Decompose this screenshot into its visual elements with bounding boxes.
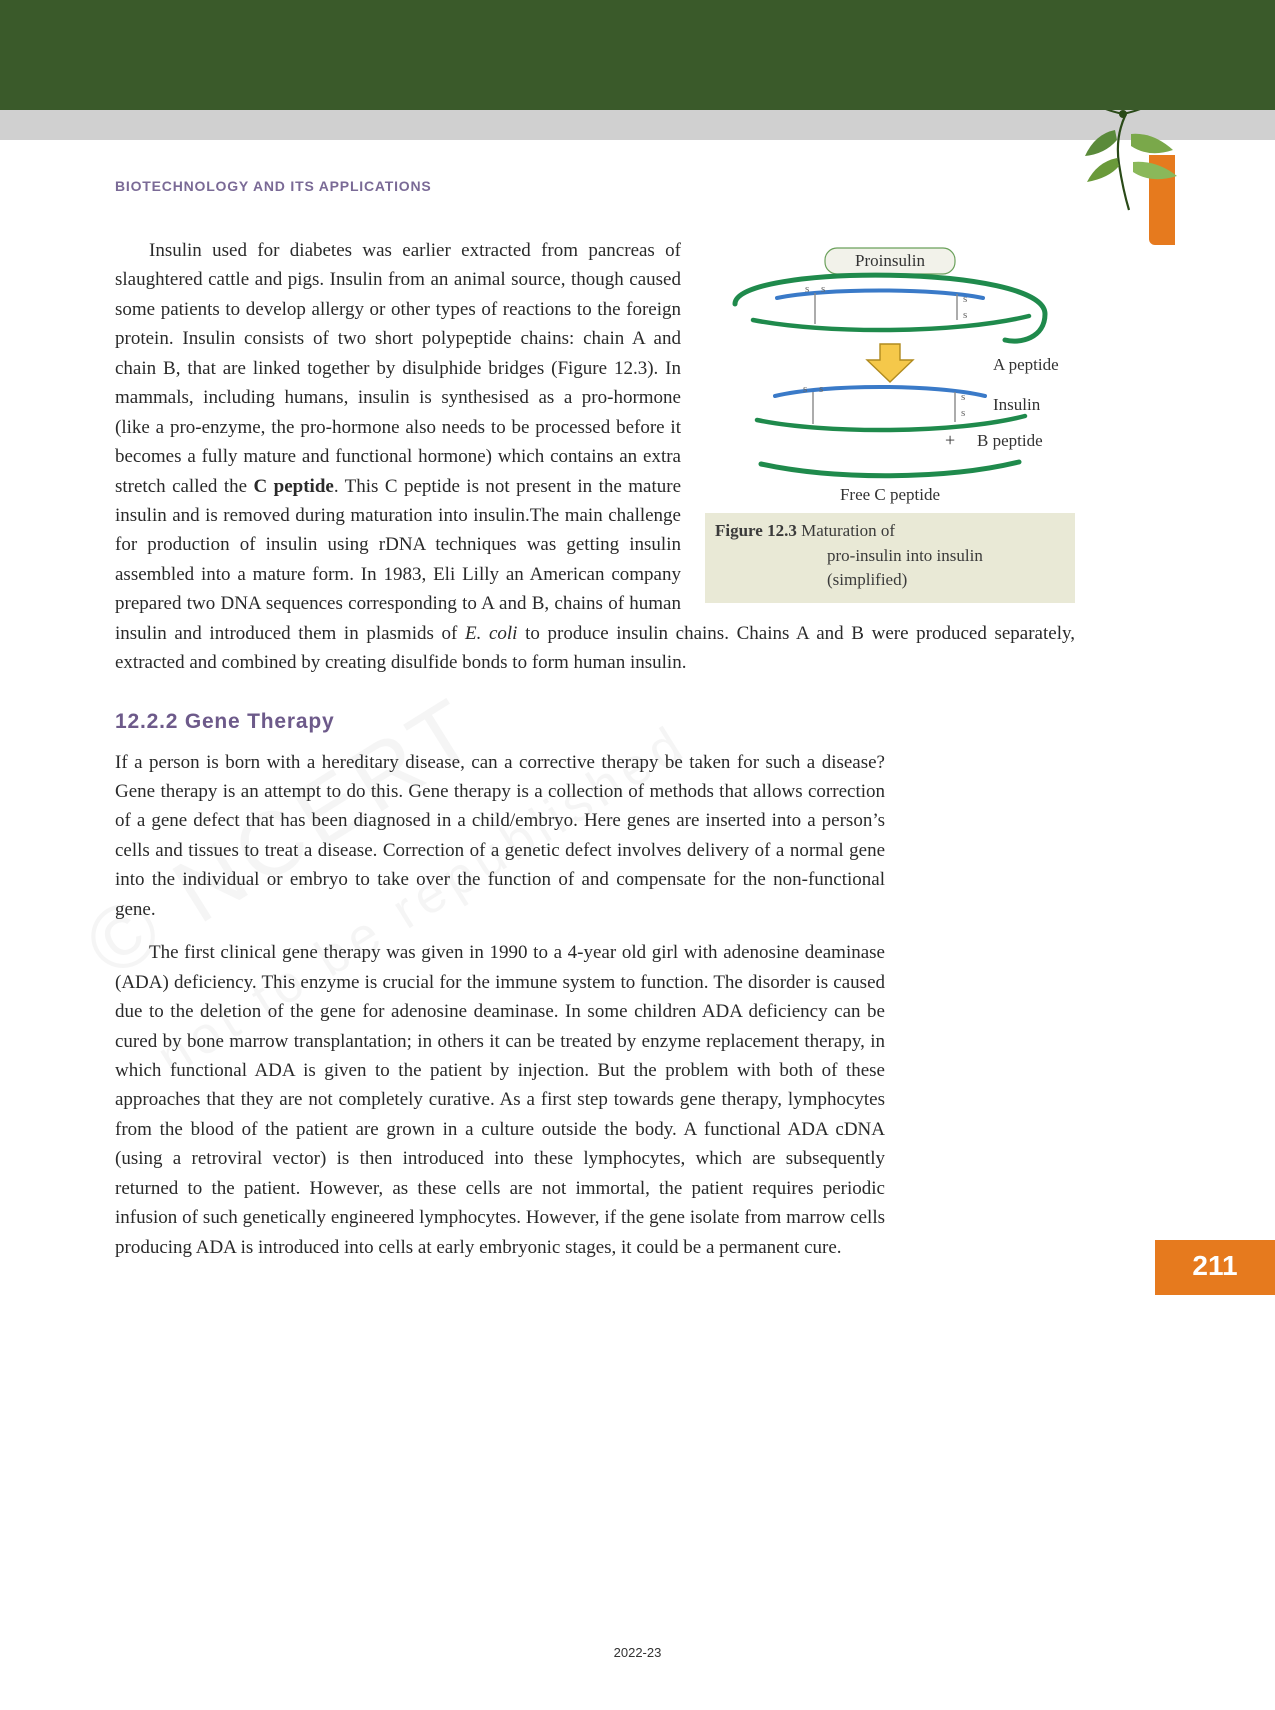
svg-text:s: s <box>821 283 825 295</box>
p1-ital: E. coli <box>465 623 517 644</box>
label-free-c: Free C peptide <box>840 485 940 504</box>
svg-text:s: s <box>803 383 807 395</box>
footer-year: 2022-23 <box>0 1645 1275 1660</box>
paragraph-2: If a person is born with a hereditary di… <box>115 748 885 925</box>
label-plus: + <box>945 430 955 450</box>
p3-text: The first clinical gene therapy was give… <box>115 942 885 1257</box>
caption-lead: Figure 12.3 <box>715 521 797 540</box>
p1a: Insulin used for diabetes was earlier ex… <box>115 240 681 497</box>
figure-caption: Figure 12.3 Maturation of pro-insulin in… <box>705 513 1075 603</box>
label-insulin: Insulin <box>993 395 1041 414</box>
page-number-tab: 211 <box>1155 1240 1275 1292</box>
label-b-peptide: B peptide <box>977 431 1043 450</box>
figure-12-3: Proinsulin s s s s A peptide <box>705 236 1075 603</box>
page-tab-underline <box>1155 1292 1275 1295</box>
label-a-peptide: A peptide <box>993 355 1059 374</box>
caption-l2: pro-insulin into insulin <box>827 546 983 565</box>
p1-bold: C peptide <box>254 476 334 497</box>
figure-diagram: Proinsulin s s s s A peptide <box>705 236 1075 513</box>
label-proinsulin: Proinsulin <box>855 251 925 270</box>
svg-text:s: s <box>819 383 823 395</box>
caption-l3: (simplified) <box>827 570 907 589</box>
insulin-diagram-icon: Proinsulin s s s s A peptide <box>705 244 1075 504</box>
svg-text:s: s <box>961 407 965 419</box>
svg-text:s: s <box>963 293 967 305</box>
top-color-band <box>0 0 1275 110</box>
caption-l1: Maturation of <box>801 521 895 540</box>
running-head: BIOTECHNOLOGY AND ITS APPLICATIONS <box>115 178 432 194</box>
page-number: 211 <box>1192 1250 1237 1282</box>
svg-text:s: s <box>963 309 967 321</box>
leaf-decoration-icon <box>1045 110 1205 220</box>
page-content: Proinsulin s s s s A peptide <box>115 236 1075 1276</box>
svg-text:s: s <box>961 391 965 403</box>
p1b: . This C peptide is not present in the m… <box>115 476 681 644</box>
paragraph-3: The first clinical gene therapy was give… <box>115 938 885 1262</box>
svg-text:s: s <box>805 283 809 295</box>
section-heading: 12.2.2 Gene Therapy <box>115 710 1075 734</box>
